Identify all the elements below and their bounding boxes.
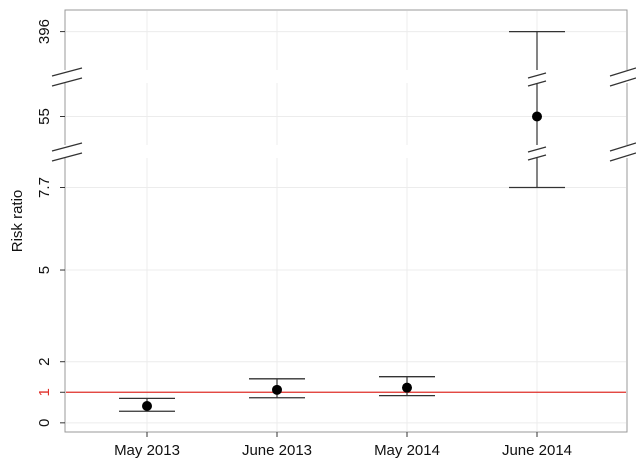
x-tick-label: May 2014 [374,442,440,459]
y-tick-label: 5 [36,266,53,274]
y-tick-label: 7.7 [36,177,53,198]
point [402,382,412,393]
point [142,401,152,412]
y-tick-label: 55 [36,108,53,125]
point [272,384,282,395]
y-tick-label: 396 [36,19,53,44]
y-tick-label: 0 [36,419,53,427]
x-tick-label: May 2013 [114,442,180,459]
axis-breaks [51,67,636,162]
y-axis-label: Risk ratio [9,190,26,253]
y-tick-label: 2 [36,358,53,366]
y-tick-label: 1 [36,388,53,396]
x-tick-label: June 2014 [502,442,572,459]
point [532,111,542,122]
plot-border [64,9,628,433]
x-tick-label: June 2013 [242,442,312,459]
